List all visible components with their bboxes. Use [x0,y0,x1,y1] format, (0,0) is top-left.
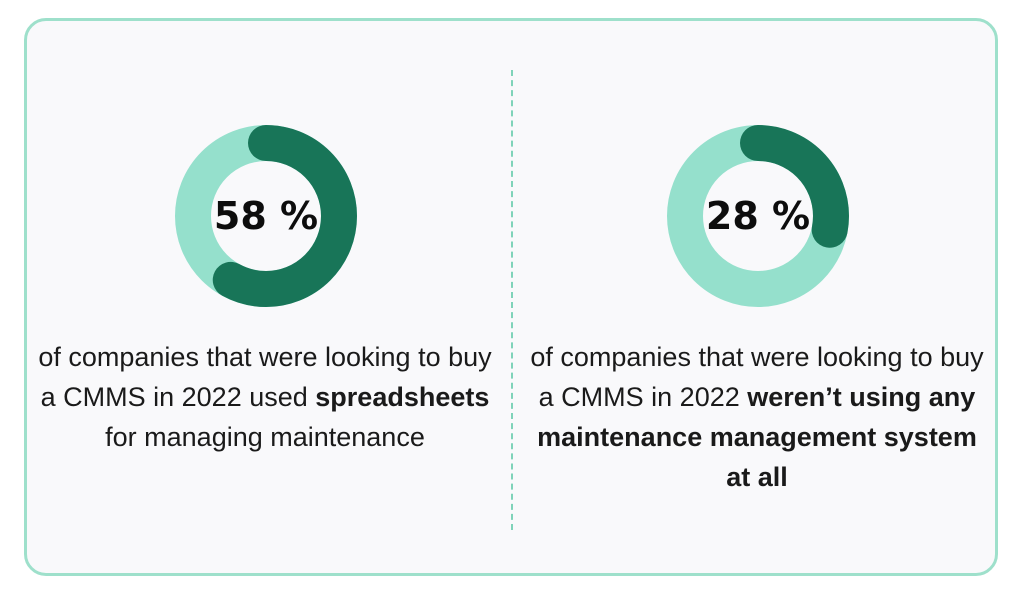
caption-no-system: of companies that were looking to buy a … [527,337,987,497]
caption-lead-no-system: of companies that were looking to buy a … [530,342,984,412]
percent-label-no-system: 28 % [705,194,811,238]
caption-lead-spreadsheets: of companies that were looking to buy a … [38,342,492,412]
donut-svg-spreadsheets [175,125,357,307]
percent-label-spreadsheets: 58 % [213,194,319,238]
dashed-divider [511,70,513,530]
caption-bold-spreadsheets: spreadsheets [315,382,490,412]
donut-chart-spreadsheets: 58 % [174,124,358,308]
donut-svg-no-system [667,125,849,307]
caption-spreadsheets: of companies that were looking to buy a … [35,337,495,457]
caption-bold-no-system: weren’t using any maintenance management… [537,382,977,492]
stat-no-system: 28 % of companies that were looking to b… [512,0,1002,597]
donut-arc-no-system [667,125,849,307]
donut-chart-no-system: 28 % [666,124,850,308]
caption-tail-spreadsheets: for managing maintenance [105,422,425,452]
donut-arc-spreadsheets [175,125,357,307]
stat-spreadsheets: 58 % of companies that were looking to b… [20,0,510,597]
